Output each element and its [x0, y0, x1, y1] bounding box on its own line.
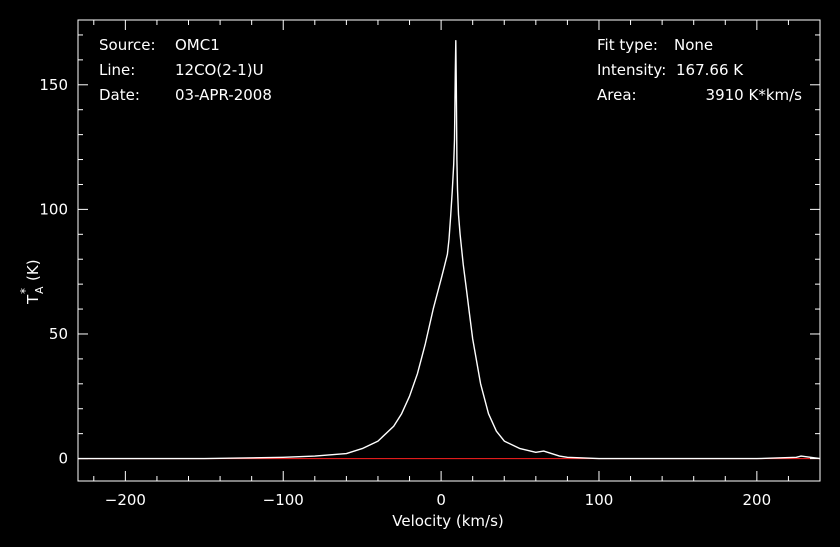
x-tick-label: 0	[436, 491, 446, 509]
plot-frame	[77, 19, 821, 482]
x-tick-label: 200	[743, 491, 772, 509]
y-tick-label: 0	[58, 450, 68, 468]
date-label: Date:	[99, 86, 140, 104]
x-tick-label: −200	[105, 491, 146, 509]
intensity-label: Intensity:	[597, 61, 666, 79]
area-value: 3910 K*km/s	[706, 86, 803, 104]
line-value: 12CO(2-1)U	[175, 61, 264, 79]
line-label: Line:	[99, 61, 135, 79]
intensity-value: 167.66 K	[676, 61, 744, 79]
x-tick-label: −100	[263, 491, 304, 509]
spectrum-line-0	[78, 40, 821, 460]
y-tick-label: 50	[49, 325, 68, 343]
x-tick-label: 100	[585, 491, 614, 509]
y-tick-label: 150	[39, 76, 68, 94]
y-axis-title-subscript: A	[33, 286, 46, 294]
source-value: OMC1	[175, 36, 220, 54]
y-axis-title-unit: (K)	[24, 259, 42, 281]
y-axis-title-symbol: T	[24, 294, 42, 305]
y-axis-title-superscript: *	[18, 288, 32, 294]
y-tick-label: 100	[39, 200, 68, 218]
area-label: Area:	[597, 86, 637, 104]
source-label: Source:	[99, 36, 156, 54]
x-axis-title: Velocity (km/s)	[392, 512, 503, 530]
fit-type-value: None	[674, 36, 713, 54]
fit-type-label: Fit type:	[597, 36, 658, 54]
y-axis-title: T * A (K)	[18, 259, 46, 305]
date-value: 03-APR-2008	[175, 86, 272, 104]
